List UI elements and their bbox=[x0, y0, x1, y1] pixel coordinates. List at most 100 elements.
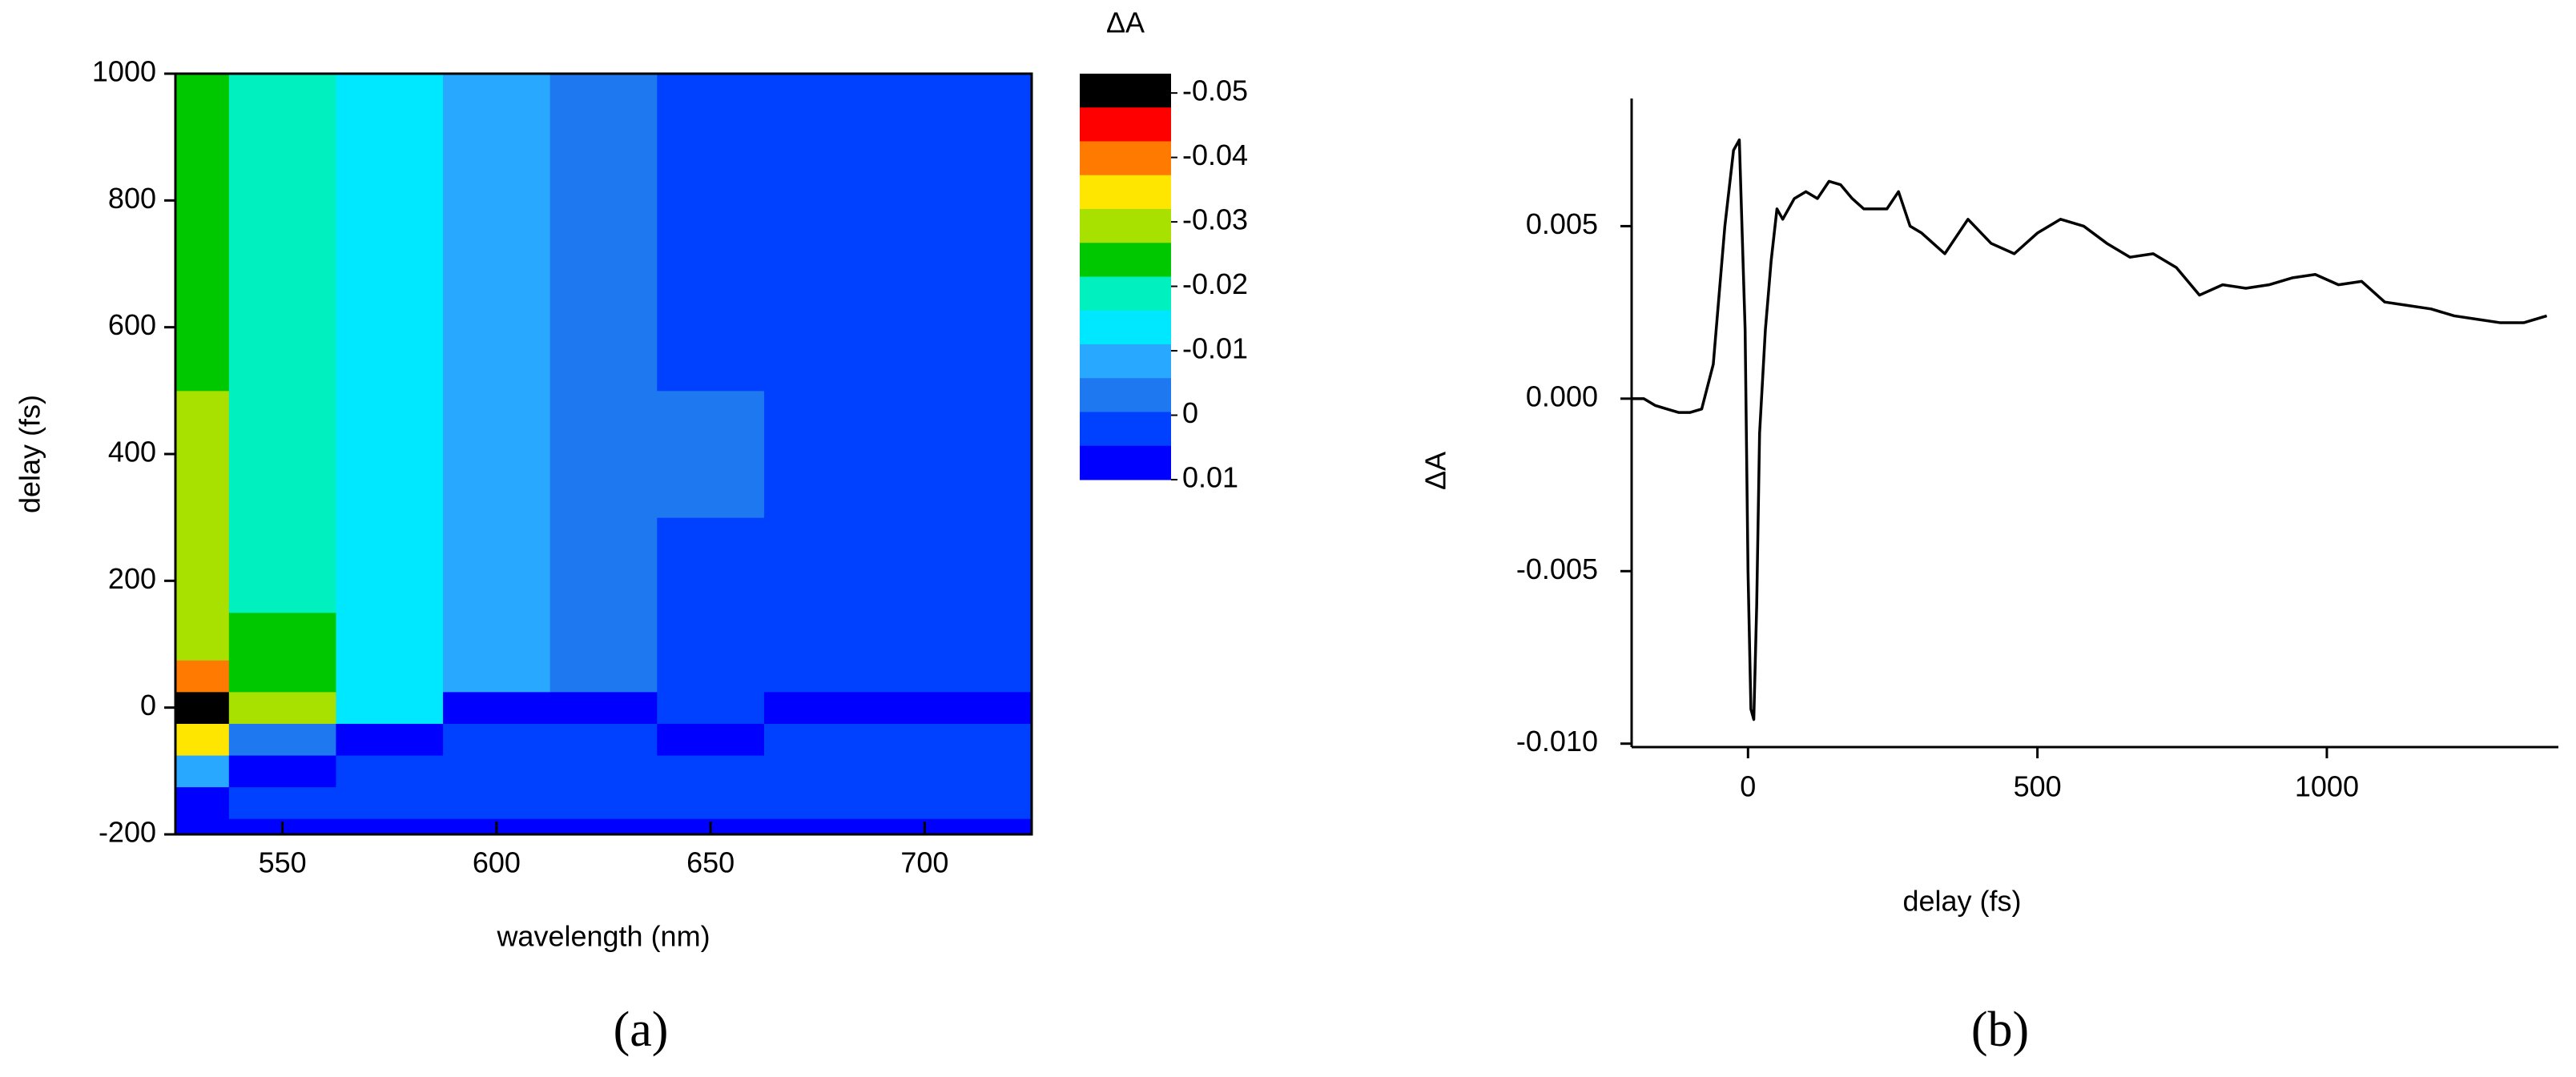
y-tick-label: -0.005 bbox=[1516, 553, 1598, 585]
colorbar-segment bbox=[1080, 378, 1171, 412]
heat-cell bbox=[657, 691, 765, 724]
colorbar-segment bbox=[1080, 107, 1171, 142]
heat-cell bbox=[228, 786, 336, 819]
heat-cell bbox=[175, 723, 230, 756]
heat-cell bbox=[657, 517, 765, 613]
heat-cell bbox=[336, 517, 444, 613]
heat-cell bbox=[763, 390, 872, 518]
heat-cell bbox=[871, 786, 979, 819]
heat-cell bbox=[443, 660, 551, 693]
heat-cell bbox=[657, 723, 765, 756]
heat-cell bbox=[336, 660, 444, 693]
heat-cell bbox=[978, 723, 1032, 756]
x-tick-label: 650 bbox=[686, 846, 735, 879]
heat-cell bbox=[336, 723, 444, 756]
heat-cell bbox=[763, 691, 872, 724]
heat-cell bbox=[443, 723, 551, 756]
heat-cell bbox=[175, 755, 230, 788]
data-line bbox=[1632, 138, 2548, 721]
colorbar-segment bbox=[1080, 445, 1171, 480]
y-tick-label: -200 bbox=[99, 816, 156, 849]
heat-cell bbox=[336, 612, 444, 661]
heat-cell bbox=[549, 263, 658, 392]
heat-cell bbox=[175, 691, 230, 724]
heat-cell bbox=[871, 755, 979, 788]
heat-cell bbox=[657, 137, 765, 264]
panel-caption: (b) bbox=[1971, 1003, 2029, 1057]
heat-cell bbox=[871, 660, 979, 693]
colorbar-segment bbox=[1080, 412, 1171, 447]
heat-cell bbox=[871, 723, 979, 756]
heat-cell bbox=[978, 137, 1032, 264]
heat-cell bbox=[978, 786, 1032, 819]
x-tick-label: 1000 bbox=[2295, 770, 2359, 803]
heat-cell bbox=[336, 137, 444, 264]
colorbar-segment bbox=[1080, 310, 1171, 345]
heat-cell bbox=[175, 612, 230, 661]
heat-cell bbox=[549, 660, 658, 693]
heat-cell bbox=[657, 612, 765, 661]
heat-cell bbox=[763, 612, 872, 661]
heat-cell bbox=[549, 612, 658, 661]
heat-cell bbox=[549, 137, 658, 264]
y-axis-label: delay (fs) bbox=[14, 395, 46, 513]
heat-cell bbox=[443, 691, 551, 724]
colorbar-tick-label: -0.01 bbox=[1182, 332, 1248, 365]
heat-cell bbox=[871, 517, 979, 613]
heat-cell bbox=[549, 691, 658, 724]
heat-cell bbox=[978, 517, 1032, 613]
x-tick-label: 500 bbox=[2014, 770, 2062, 803]
colorbar-tick-label: -0.03 bbox=[1182, 203, 1248, 236]
heat-cell bbox=[657, 786, 765, 819]
heat-cell bbox=[549, 786, 658, 819]
heat-cell bbox=[978, 755, 1032, 788]
heat-cell bbox=[763, 660, 872, 693]
y-tick-label: 400 bbox=[108, 436, 156, 468]
heat-cell bbox=[549, 755, 658, 788]
heat-cell bbox=[443, 786, 551, 819]
heat-cell bbox=[443, 390, 551, 518]
heat-cell bbox=[871, 691, 979, 724]
heat-cell bbox=[978, 691, 1032, 724]
panel-caption: (a) bbox=[614, 1003, 669, 1057]
heat-cell bbox=[657, 263, 765, 392]
heat-cell bbox=[443, 263, 551, 392]
heat-cell bbox=[228, 390, 336, 518]
y-tick-label: 0.000 bbox=[1526, 380, 1598, 412]
heat-cell bbox=[763, 786, 872, 819]
heat-cell bbox=[871, 612, 979, 661]
heat-cell bbox=[228, 755, 336, 788]
heat-cell bbox=[549, 723, 658, 756]
x-axis-label: delay (fs) bbox=[1902, 885, 2021, 918]
heat-cell bbox=[175, 517, 230, 613]
heat-cell bbox=[175, 786, 230, 819]
heat-cell bbox=[763, 517, 872, 613]
colorbar-segment bbox=[1080, 175, 1171, 210]
heat-cell bbox=[978, 390, 1032, 518]
colorbar-tick-label: 0 bbox=[1182, 396, 1198, 429]
y-tick-label: 600 bbox=[108, 308, 156, 341]
colorbar-segment bbox=[1080, 243, 1171, 277]
colorbar-tick-label: -0.05 bbox=[1182, 74, 1248, 107]
heat-cell bbox=[228, 691, 336, 724]
x-tick-label: 0 bbox=[1740, 770, 1756, 803]
heat-cell bbox=[978, 818, 1032, 835]
heat-cell bbox=[763, 263, 872, 392]
y-tick-label: 0.005 bbox=[1526, 207, 1598, 240]
y-tick-label: 200 bbox=[108, 562, 156, 595]
heat-cell bbox=[443, 755, 551, 788]
y-axis-label: ΔA bbox=[1419, 452, 1452, 490]
colorbar-title: ΔA bbox=[1106, 6, 1145, 39]
colorbar-segment bbox=[1080, 209, 1171, 243]
colorbar-segment bbox=[1080, 141, 1171, 176]
heat-cell bbox=[228, 612, 336, 661]
heat-cell bbox=[336, 818, 444, 835]
heat-cell bbox=[978, 612, 1032, 661]
heat-cell bbox=[175, 74, 230, 138]
heat-cell bbox=[228, 137, 336, 264]
heat-cell bbox=[336, 755, 444, 788]
heat-cell bbox=[657, 74, 765, 138]
heat-cell bbox=[228, 517, 336, 613]
colorbar-tick-label: 0.01 bbox=[1182, 461, 1238, 494]
